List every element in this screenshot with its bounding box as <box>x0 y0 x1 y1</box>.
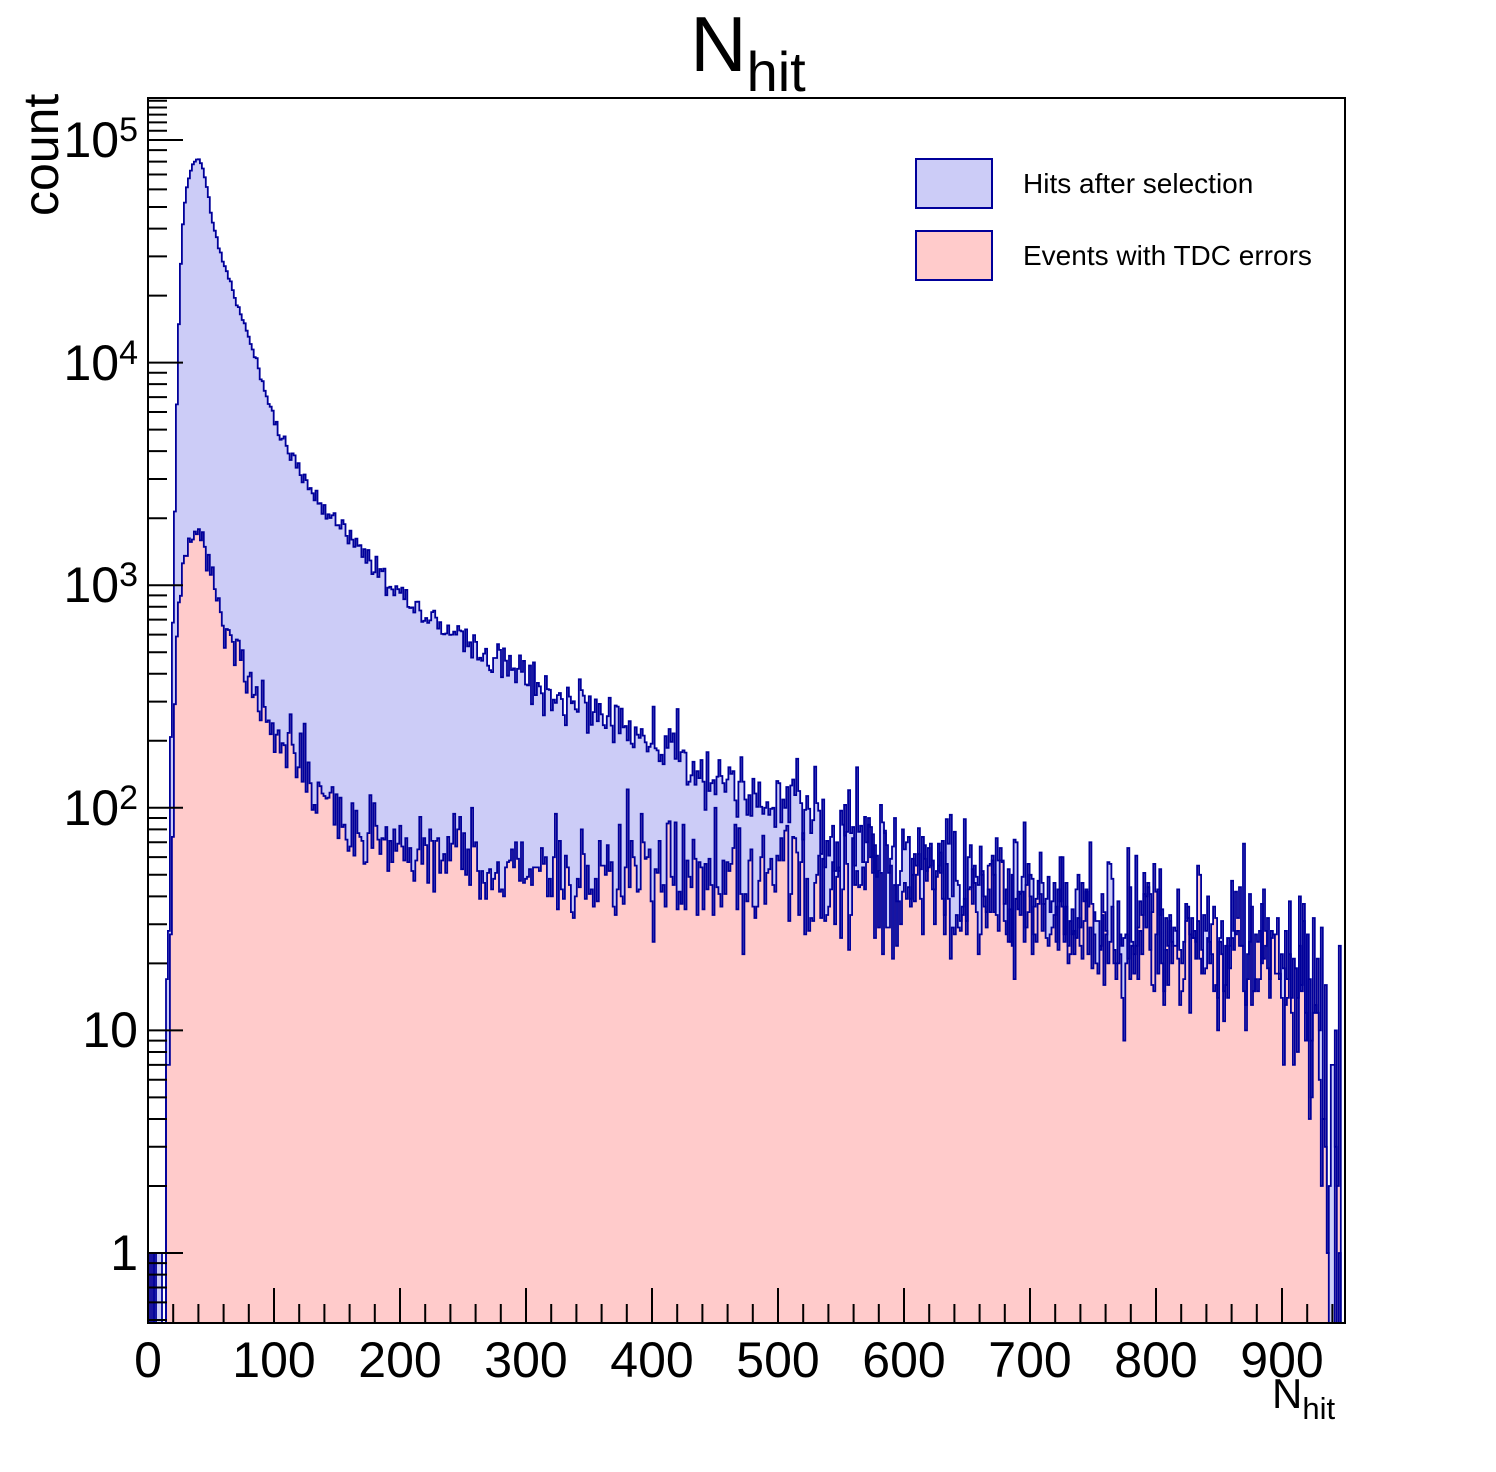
y-tick-label: 104 <box>63 333 138 391</box>
chart-title-sub: hit <box>746 40 806 103</box>
x-tick-label: 500 <box>736 1332 820 1388</box>
legend-entry-hits: Hits after selection <box>915 157 1312 210</box>
x-axis-title: Nhit <box>1272 1370 1335 1426</box>
legend-swatch-tdc <box>915 230 993 281</box>
x-tick-label: 0 <box>134 1332 162 1388</box>
x-tick-label: 800 <box>1114 1332 1198 1388</box>
legend-entry-tdc: Events with TDC errors <box>915 229 1312 282</box>
legend: Hits after selection Events with TDC err… <box>915 157 1312 301</box>
x-axis-title-sub: hit <box>1302 1391 1336 1426</box>
x-tick-label: 600 <box>862 1332 946 1388</box>
y-tick-label: 10 <box>82 1002 138 1059</box>
chart-title: Nhit <box>0 0 1496 103</box>
x-tick-label: 700 <box>988 1332 1072 1388</box>
x-tick-label: 100 <box>232 1332 316 1388</box>
x-tick-label: 900 <box>1240 1332 1324 1388</box>
y-tick-label: 102 <box>63 778 138 836</box>
chart-title-main: N <box>690 0 747 88</box>
legend-label-tdc: Events with TDC errors <box>1023 239 1312 271</box>
legend-label-hits: Hits after selection <box>1023 167 1254 199</box>
y-tick-label: 1 <box>110 1225 138 1281</box>
x-tick-label: 400 <box>610 1332 694 1388</box>
legend-swatch-hits <box>915 158 993 209</box>
y-tick-label: 103 <box>63 556 138 614</box>
x-tick-label: 300 <box>484 1332 568 1388</box>
x-axis-title-main: N <box>1272 1370 1303 1417</box>
y-tick-label: 105 <box>63 111 138 168</box>
x-tick-label: 200 <box>358 1332 442 1388</box>
